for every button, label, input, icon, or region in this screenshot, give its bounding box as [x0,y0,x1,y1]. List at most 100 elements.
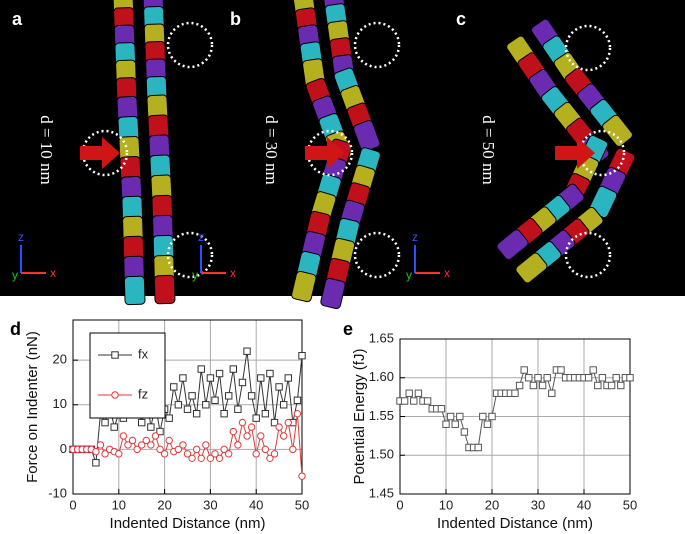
x-tick-label: 0 [69,497,76,512]
panel-label: d [10,319,21,339]
panel-label: c [456,9,466,29]
marker [188,454,196,463]
y-tick-label: 1.55 [369,408,394,423]
x-axis-label: Indented Distance (nm) [437,515,593,532]
marker [483,420,492,428]
marker [423,397,432,405]
marker [474,443,482,452]
marker [206,454,215,463]
caption: d = 30 nm [262,115,281,185]
marker [202,401,210,409]
marker [142,436,150,445]
marker [192,445,201,454]
marker [215,454,224,463]
marker [96,441,105,449]
x-tick-label: 20 [485,497,499,512]
marker [138,441,146,449]
marker [92,447,100,456]
x-tick-label: 40 [249,497,263,512]
marker [197,365,205,373]
legend-marker [111,351,119,359]
marker [293,409,302,418]
marker [188,392,196,400]
marker [525,374,533,382]
marker [261,445,270,454]
marker [215,369,224,378]
marker [405,389,413,397]
marker [202,441,210,449]
marker [115,450,123,458]
marker [183,405,192,413]
x-axis-label: Indented Distance (nm) [110,515,266,532]
marker [147,423,155,431]
tubulin-block [515,252,548,284]
marker [247,423,256,431]
marker [119,432,128,440]
marker [451,420,459,428]
marker [298,472,306,480]
y-tick-label: 20 [53,352,67,367]
marker [534,374,542,382]
marker [92,459,100,467]
y-tick-label: -10 [48,485,67,500]
marker [101,418,109,427]
x-tick-label: 10 [112,497,126,512]
marker [515,381,524,390]
tubulin-block [123,275,146,306]
axis-x-label: x [444,266,450,280]
legend-marker [111,391,119,399]
marker [225,450,233,458]
marker [437,405,446,413]
marker [247,392,256,400]
marker [220,409,228,418]
x-tick-label: 50 [295,497,309,512]
marker [284,374,292,382]
dotted-circle [578,129,626,177]
axis-z-label: z [18,230,24,244]
marker [298,351,306,360]
microtubule-renders [112,0,636,310]
marker [594,381,602,390]
y-axis-label: Potential Energy (fJ) [351,349,368,485]
marker [598,374,607,382]
marker [220,445,228,454]
dotted-circle [564,24,612,72]
marker [275,383,283,391]
dotted-circle [166,231,214,279]
marker [197,454,205,463]
x-tick-label: 50 [623,497,637,512]
x-tick-label: 40 [577,497,591,512]
plot-frame [72,319,303,495]
marker [270,418,279,427]
x-tick-label: 20 [157,497,171,512]
y-tick-label: 1.50 [369,447,394,462]
marker [229,427,238,436]
legend-label: fz [138,386,148,401]
caption: d = 50 nm [479,115,498,185]
marker [206,374,215,382]
marker [442,420,450,428]
marker [243,432,251,440]
marker [289,445,297,454]
marker [275,423,283,431]
marker [234,405,242,413]
marker [165,414,173,422]
marker [400,397,409,405]
marker [589,366,597,374]
marker [160,450,169,458]
x-tick-label: 30 [531,497,545,512]
indenter-arrow [80,137,120,169]
marker [557,366,565,374]
marker [548,389,556,397]
caption: d = 10 nm [37,115,56,185]
marker [617,381,625,390]
axis-z-label: z [412,230,418,244]
marker [192,409,201,418]
marker [183,450,192,458]
dotted-circle [353,231,401,279]
marker [101,450,109,458]
marker [156,427,164,436]
legend-label: fx [138,346,149,361]
marker [414,389,423,397]
marker [529,381,538,390]
